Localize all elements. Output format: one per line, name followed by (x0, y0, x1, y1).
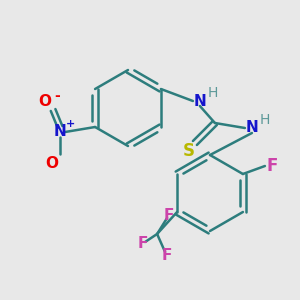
Text: +: + (65, 119, 75, 129)
Text: N: N (245, 121, 258, 136)
Text: F: F (164, 208, 174, 224)
Text: F: F (138, 236, 148, 251)
Text: F: F (162, 248, 172, 263)
Text: H: H (208, 86, 218, 100)
Text: S: S (183, 142, 195, 160)
Text: H: H (260, 113, 270, 127)
Text: O: O (39, 94, 52, 110)
Text: N: N (194, 94, 206, 109)
Text: N: N (54, 124, 67, 140)
Text: O: O (46, 157, 59, 172)
Text: F: F (266, 157, 278, 175)
Text: -: - (54, 89, 60, 103)
